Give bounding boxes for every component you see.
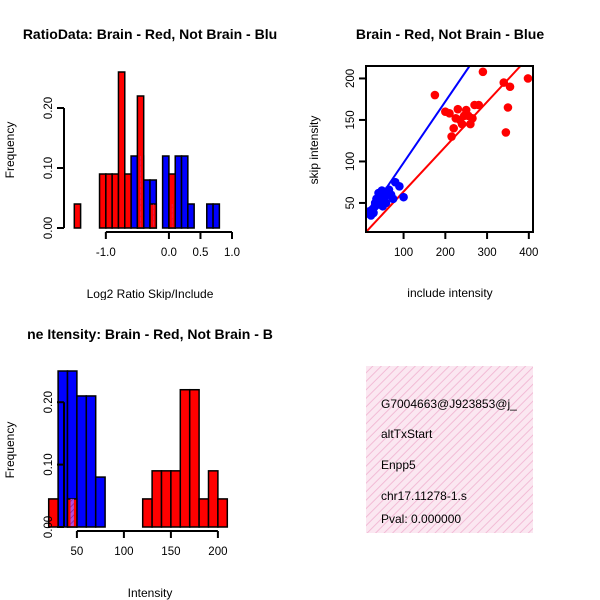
info-panel: G7004663@J923853@j_ altTxStart Enpp5 chr… bbox=[366, 366, 533, 533]
y-tick-label: 200 bbox=[345, 69, 357, 88]
not-brain-bar bbox=[130, 155, 139, 229]
brain-bar bbox=[168, 173, 176, 229]
brain-point bbox=[499, 78, 509, 87]
x-tick-label: 0.0 bbox=[161, 247, 177, 259]
intensity-scatter-plot bbox=[366, 66, 533, 232]
not-brain-point bbox=[388, 194, 398, 204]
x-tick-label: 200 bbox=[436, 247, 455, 259]
plot-frame bbox=[365, 65, 534, 233]
info-pval: Pval: 0.000000 bbox=[381, 512, 461, 526]
brain-bar bbox=[98, 173, 107, 229]
info-event-id: G7004663@J923853@j_ bbox=[381, 397, 517, 411]
x-tick-label: 100 bbox=[394, 247, 413, 259]
x-tick-label: 300 bbox=[477, 247, 496, 259]
brain-point bbox=[501, 128, 511, 137]
x-tick-label: 400 bbox=[519, 247, 538, 259]
not-brain-bar bbox=[94, 476, 106, 528]
overlap-bar bbox=[70, 498, 74, 526]
ratio-histogram-bars bbox=[73, 71, 221, 229]
ratio-histogram-title: RatioData: Brain - Red, Not Brain - Blu bbox=[23, 26, 277, 42]
brain-bar bbox=[160, 470, 172, 528]
brain-bar bbox=[188, 388, 200, 528]
not-brain-point bbox=[381, 198, 391, 208]
not-brain-bar bbox=[180, 155, 189, 229]
intensity-histogram-title: ne Itensity: Brain - Red, Not Brain - B bbox=[27, 326, 273, 342]
not-brain-bar bbox=[161, 155, 170, 229]
not-brain-point bbox=[399, 192, 408, 202]
brain-bar bbox=[141, 498, 153, 528]
brain-point bbox=[430, 90, 440, 100]
y-tick-label: 0.10 bbox=[43, 157, 55, 179]
brain-fit-line bbox=[366, 66, 522, 232]
y-tick-label: 50 bbox=[345, 197, 357, 210]
not-brain-bar bbox=[76, 395, 88, 528]
brain-point bbox=[447, 132, 456, 141]
intensity-scatter-xlabel: include intensity bbox=[407, 286, 492, 300]
brain-bar bbox=[117, 71, 126, 229]
info-location: chr17.11278-1.s bbox=[381, 489, 467, 503]
brain-point bbox=[457, 119, 467, 129]
brain-point bbox=[523, 74, 533, 83]
x-tick-label: 1.0 bbox=[224, 247, 240, 259]
ratio-histogram-xlabel: Log2 Ratio Skip/Include bbox=[87, 287, 214, 301]
intensity-histogram-panel: ne Itensity: Brain - Red, Not Brain - B … bbox=[3, 326, 273, 600]
y-tick-label: 150 bbox=[345, 110, 357, 129]
intensity-scatter-panel: Brain - Red, Not Brain - Blue 100 200 300 4… bbox=[307, 26, 544, 300]
brain-bar bbox=[179, 388, 191, 528]
ratio-histogram-panel: RatioData: Brain - Red, Not Brain - Blu … bbox=[3, 26, 277, 301]
info-panel-background bbox=[366, 366, 533, 533]
ratio-histogram-ylabel: Frequency bbox=[3, 122, 17, 179]
y-tick-label: 0.00 bbox=[43, 516, 55, 538]
intensity-scatter-title: Brain - Red, Not Brain - Blue bbox=[356, 26, 544, 42]
brain-point bbox=[468, 113, 477, 123]
intensity-histogram-bars bbox=[47, 370, 229, 528]
x-tick-label: 50 bbox=[71, 546, 84, 558]
y-tick-label: 100 bbox=[345, 152, 357, 171]
brain-point bbox=[445, 109, 454, 118]
not-brain-bar bbox=[212, 203, 221, 229]
brain-bar bbox=[124, 173, 132, 229]
y-tick-label: 0.00 bbox=[43, 217, 55, 239]
brain-bar bbox=[170, 470, 182, 528]
intensity-scatter-ylabel: skip intensity bbox=[307, 116, 321, 185]
brain-bar bbox=[217, 498, 229, 528]
intensity-histogram-ylabel: Frequency bbox=[3, 422, 17, 479]
x-tick-label: 200 bbox=[208, 546, 227, 558]
not-brain-bar bbox=[85, 395, 97, 528]
brain-bar bbox=[73, 203, 82, 229]
info-gene: Enpp5 bbox=[381, 458, 416, 472]
not-brain-bar bbox=[206, 203, 214, 229]
brain-point bbox=[505, 82, 515, 92]
brain-bar bbox=[207, 470, 219, 528]
info-event-type: altTxStart bbox=[381, 427, 433, 441]
brain-point bbox=[474, 100, 484, 110]
not-brain-bar bbox=[174, 155, 183, 229]
x-tick-label: 100 bbox=[114, 546, 133, 558]
not-brain-bar bbox=[187, 203, 195, 229]
x-tick-label: 150 bbox=[161, 546, 180, 558]
y-tick-label: 0.10 bbox=[43, 453, 55, 475]
y-tick-label: 0.20 bbox=[43, 97, 55, 119]
x-tick-label: -1.0 bbox=[96, 247, 116, 259]
not-brain-point bbox=[395, 182, 404, 191]
intensity-scatter-axes: 100 200 300 400 50 100 150 200 bbox=[345, 65, 538, 259]
brain-point bbox=[449, 123, 458, 133]
y-tick-label: 0.20 bbox=[43, 391, 55, 413]
info-panel-text-area: G7004663@J923853@j_ altTxStart Enpp5 chr… bbox=[381, 397, 517, 526]
brain-point bbox=[503, 103, 513, 112]
not-brain-bar bbox=[142, 179, 151, 229]
brain-bar bbox=[47, 498, 59, 528]
x-tick-label: 0.5 bbox=[192, 247, 208, 259]
intensity-histogram-axes: 50 100 150 200 0.00 0.10 0.20 bbox=[43, 391, 227, 558]
brain-bar bbox=[111, 173, 120, 229]
ratio-histogram-axes: -1.0 0.0 0.5 1.0 0.00 0.10 0.20 bbox=[43, 97, 240, 259]
brain-bar bbox=[105, 173, 113, 229]
brain-point bbox=[453, 104, 463, 114]
brain-bar bbox=[198, 498, 210, 528]
not-brain-bar bbox=[57, 370, 69, 528]
intensity-histogram-xlabel: Intensity bbox=[128, 586, 173, 600]
brain-bar bbox=[151, 470, 163, 528]
brain-point bbox=[478, 67, 488, 77]
